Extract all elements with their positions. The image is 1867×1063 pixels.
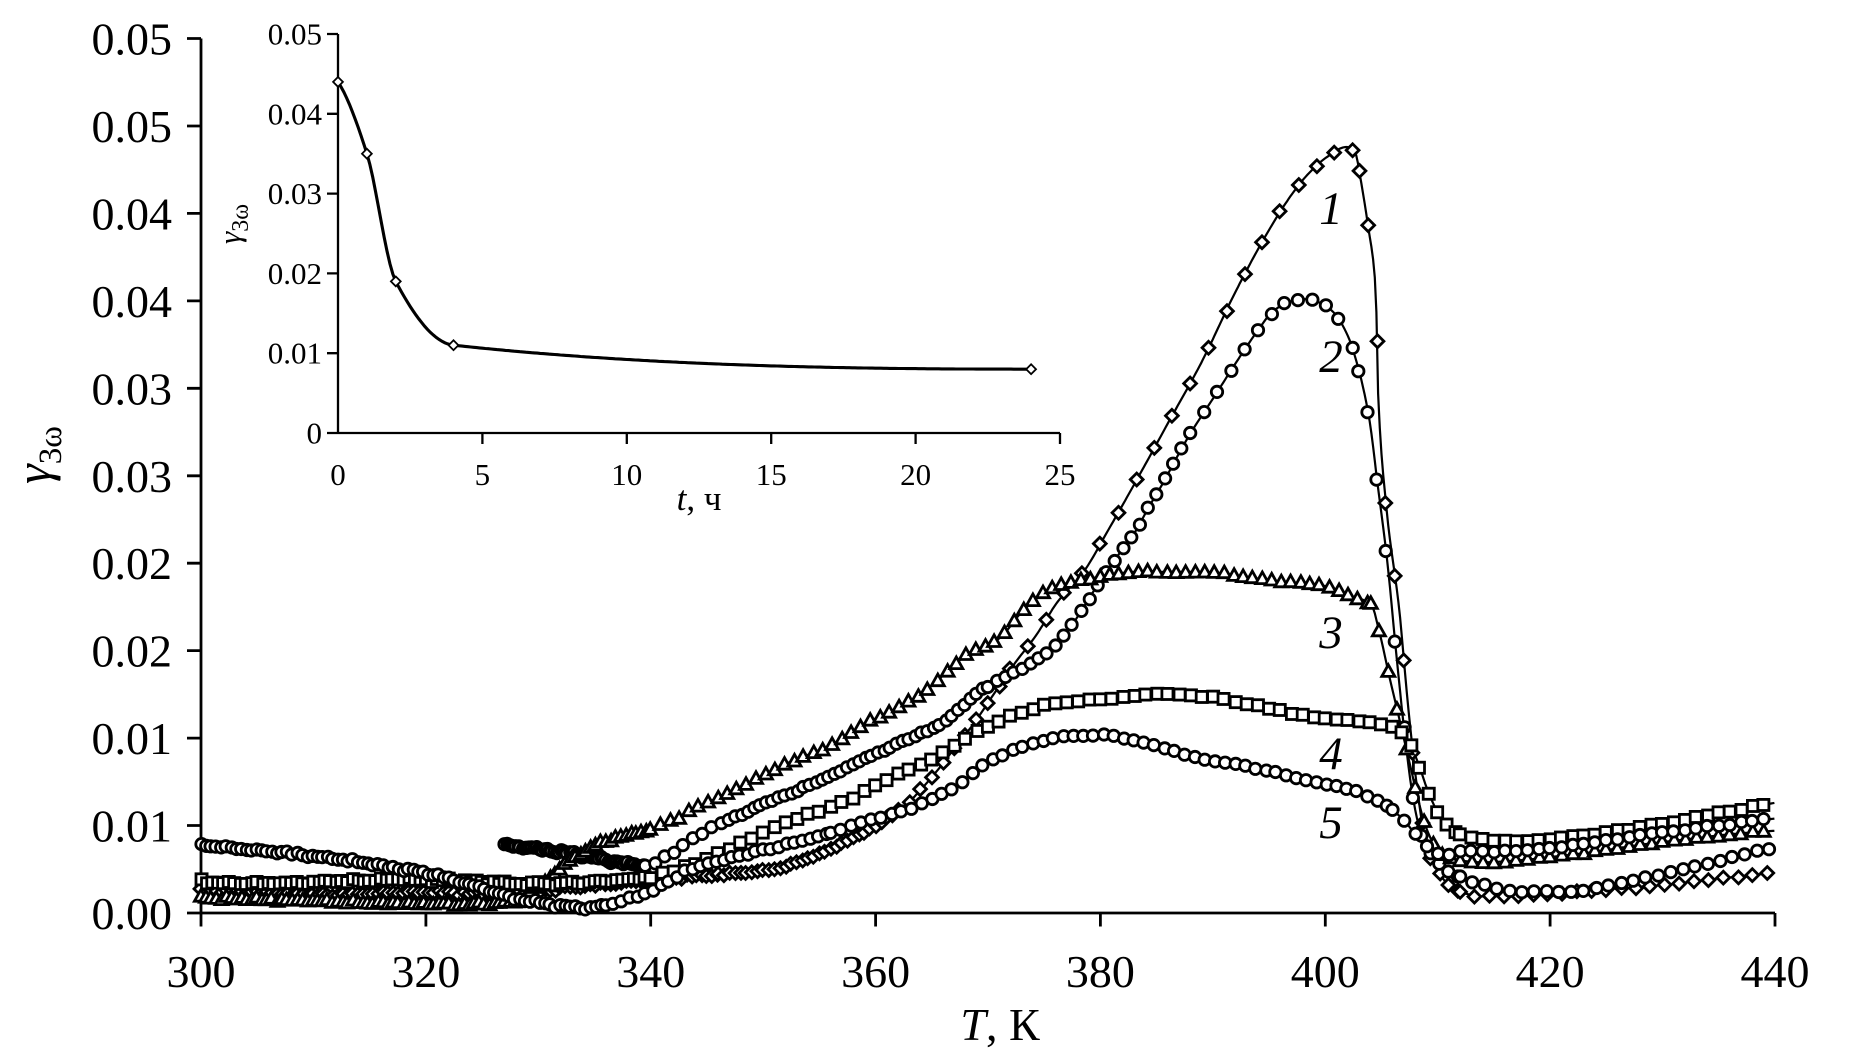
svg-text:360: 360 xyxy=(841,946,910,997)
svg-text:t, ч: t, ч xyxy=(677,479,722,518)
svg-text:0.04: 0.04 xyxy=(268,96,323,131)
svg-text:5: 5 xyxy=(475,457,491,492)
svg-text:0.02: 0.02 xyxy=(268,256,322,291)
svg-text:400: 400 xyxy=(1291,946,1360,997)
svg-text:0.04: 0.04 xyxy=(92,276,173,327)
svg-text:0.00: 0.00 xyxy=(92,888,173,939)
svg-text:4: 4 xyxy=(1319,728,1343,780)
svg-text:25: 25 xyxy=(1045,457,1076,492)
svg-text:0.02: 0.02 xyxy=(92,538,173,589)
svg-text:0.03: 0.03 xyxy=(92,451,173,502)
svg-text:420: 420 xyxy=(1516,946,1585,997)
svg-text:0.05: 0.05 xyxy=(92,101,173,152)
svg-text:0.04: 0.04 xyxy=(92,188,173,239)
svg-text:γ3ω: γ3ω xyxy=(5,426,69,484)
svg-text:380: 380 xyxy=(1066,946,1135,997)
svg-text:γ3ω: γ3ω xyxy=(212,204,254,244)
svg-text:3: 3 xyxy=(1318,607,1343,659)
svg-text:10: 10 xyxy=(611,457,642,492)
svg-text:0: 0 xyxy=(307,416,323,451)
svg-text:0.01: 0.01 xyxy=(92,801,173,852)
svg-text:2: 2 xyxy=(1319,331,1343,383)
svg-text:0: 0 xyxy=(330,457,346,492)
svg-text:1: 1 xyxy=(1319,183,1343,235)
svg-text:15: 15 xyxy=(756,457,787,492)
svg-text:T, К: T, К xyxy=(960,999,1040,1050)
svg-text:0.01: 0.01 xyxy=(92,713,173,764)
svg-text:320: 320 xyxy=(391,946,460,997)
svg-text:20: 20 xyxy=(900,457,931,492)
svg-text:0.05: 0.05 xyxy=(268,17,322,52)
svg-text:340: 340 xyxy=(616,946,685,997)
svg-text:0.05: 0.05 xyxy=(92,14,173,65)
svg-text:0.03: 0.03 xyxy=(92,363,173,414)
svg-text:5: 5 xyxy=(1319,797,1343,849)
svg-text:0.01: 0.01 xyxy=(268,336,322,371)
svg-text:0.02: 0.02 xyxy=(92,626,173,677)
svg-text:300: 300 xyxy=(167,946,236,997)
svg-text:0.03: 0.03 xyxy=(268,176,322,211)
svg-text:440: 440 xyxy=(1741,946,1810,997)
